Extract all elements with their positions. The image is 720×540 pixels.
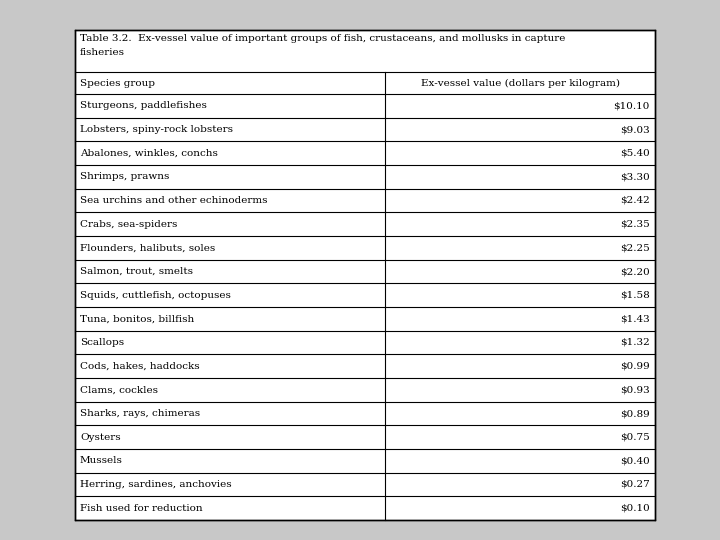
Text: $0.89: $0.89 xyxy=(620,409,650,418)
Text: Ex-vessel value (dollars per kilogram): Ex-vessel value (dollars per kilogram) xyxy=(420,78,620,87)
Text: $0.40: $0.40 xyxy=(620,456,650,465)
Text: Salmon, trout, smelts: Salmon, trout, smelts xyxy=(80,267,193,276)
Text: $3.30: $3.30 xyxy=(620,172,650,181)
Text: $1.58: $1.58 xyxy=(620,291,650,300)
Text: Crabs, sea-spiders: Crabs, sea-spiders xyxy=(80,220,177,228)
Text: Mussels: Mussels xyxy=(80,456,123,465)
Text: $1.32: $1.32 xyxy=(620,338,650,347)
Text: $2.25: $2.25 xyxy=(620,244,650,252)
Text: Squids, cuttlefish, octopuses: Squids, cuttlefish, octopuses xyxy=(80,291,231,300)
Bar xyxy=(75,30,655,520)
Text: Abalones, winkles, conchs: Abalones, winkles, conchs xyxy=(80,148,218,158)
Text: Flounders, halibuts, soles: Flounders, halibuts, soles xyxy=(80,244,215,252)
Text: $0.27: $0.27 xyxy=(620,480,650,489)
Text: Tuna, bonitos, billfish: Tuna, bonitos, billfish xyxy=(80,314,194,323)
Text: Lobsters, spiny-rock lobsters: Lobsters, spiny-rock lobsters xyxy=(80,125,233,134)
Text: Scallops: Scallops xyxy=(80,338,124,347)
Text: $10.10: $10.10 xyxy=(613,102,650,110)
Text: Shrimps, prawns: Shrimps, prawns xyxy=(80,172,169,181)
Text: $2.35: $2.35 xyxy=(620,220,650,228)
Text: $0.10: $0.10 xyxy=(620,504,650,512)
Text: Fish used for reduction: Fish used for reduction xyxy=(80,504,202,512)
Text: $0.75: $0.75 xyxy=(620,433,650,442)
Text: Sea urchins and other echinoderms: Sea urchins and other echinoderms xyxy=(80,196,268,205)
Text: Species group: Species group xyxy=(80,78,155,87)
Text: $0.93: $0.93 xyxy=(620,386,650,394)
Text: Sharks, rays, chimeras: Sharks, rays, chimeras xyxy=(80,409,200,418)
Text: Herring, sardines, anchovies: Herring, sardines, anchovies xyxy=(80,480,232,489)
Text: $2.20: $2.20 xyxy=(620,267,650,276)
Text: fisheries: fisheries xyxy=(80,48,125,57)
Text: $0.99: $0.99 xyxy=(620,362,650,370)
Text: $9.03: $9.03 xyxy=(620,125,650,134)
Text: $5.40: $5.40 xyxy=(620,148,650,158)
Text: $1.43: $1.43 xyxy=(620,314,650,323)
Text: Oysters: Oysters xyxy=(80,433,121,442)
Text: Sturgeons, paddlefishes: Sturgeons, paddlefishes xyxy=(80,102,207,110)
Text: Cods, hakes, haddocks: Cods, hakes, haddocks xyxy=(80,362,199,370)
Text: Table 3.2.  Ex-vessel value of important groups of fish, crustaceans, and mollus: Table 3.2. Ex-vessel value of important … xyxy=(80,34,565,43)
Text: $2.42: $2.42 xyxy=(620,196,650,205)
Text: Clams, cockles: Clams, cockles xyxy=(80,386,158,394)
